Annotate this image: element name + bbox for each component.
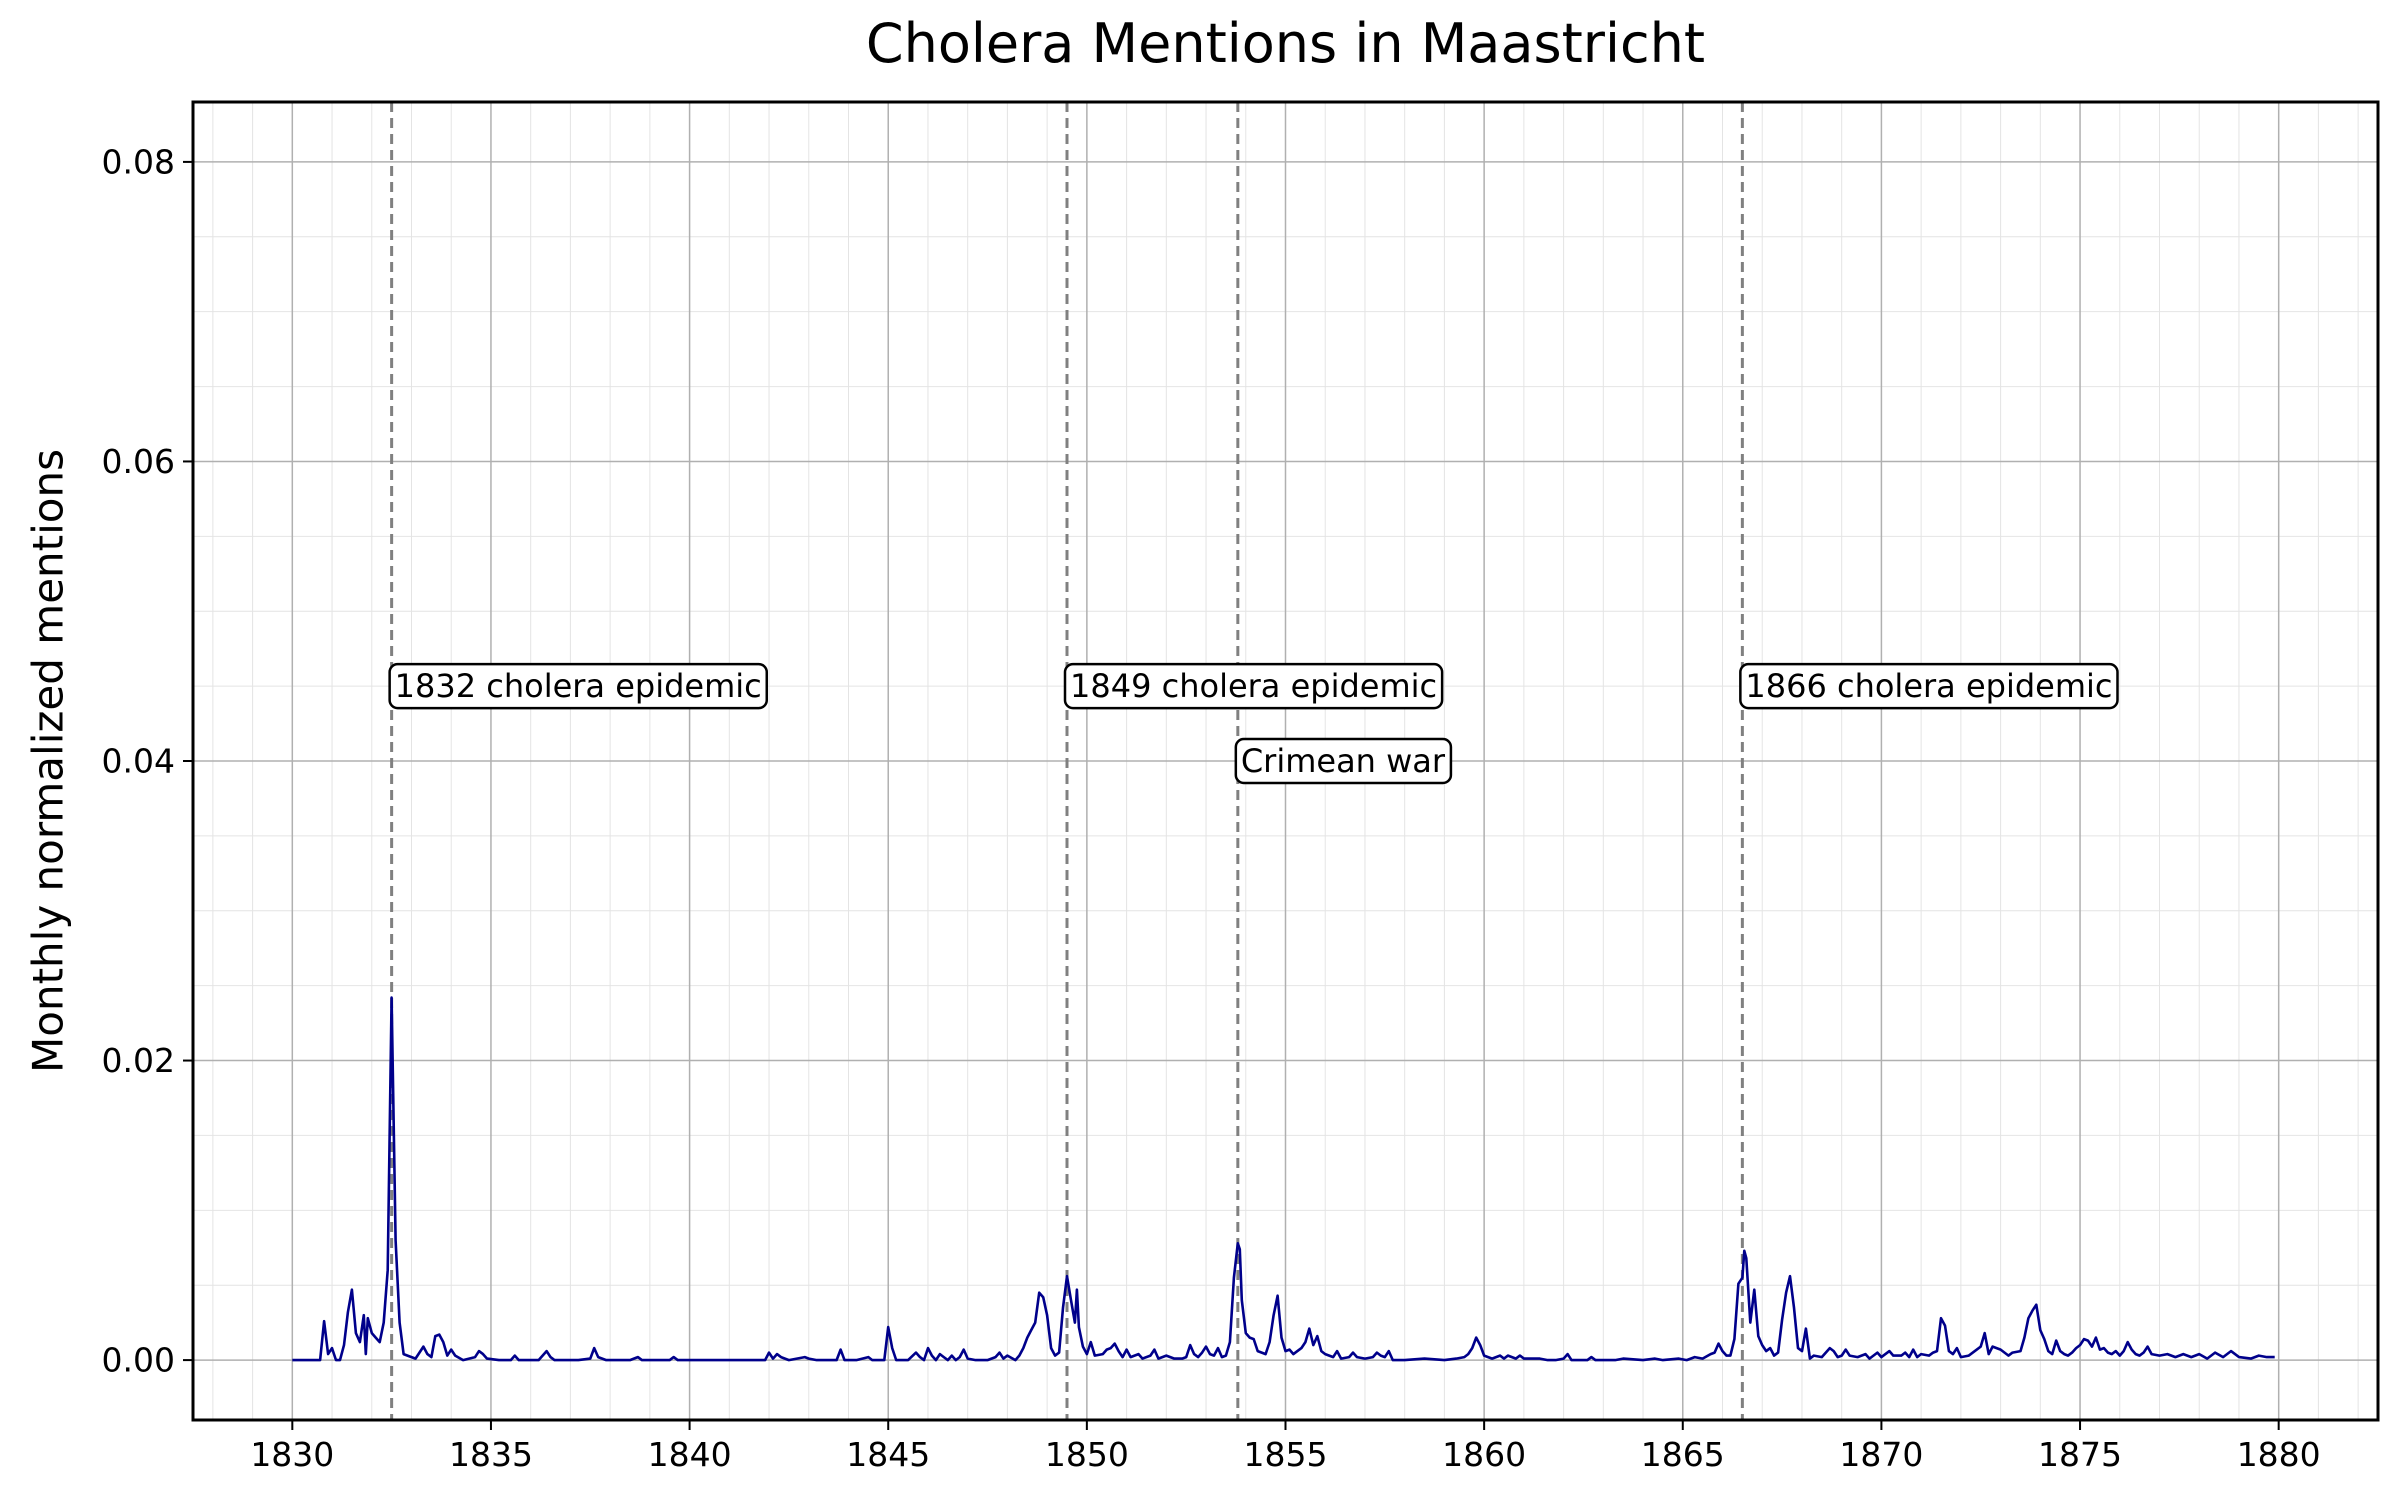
x-tick-label: 1845 (846, 1435, 930, 1474)
x-axis: 1830 1835 1840 1845 1850 1855 1860 1865 1870 1875… (250, 1420, 2321, 1474)
x-tick-label: 1860 (1442, 1435, 1526, 1474)
y-axis-label: Monthly normalized mentions (24, 449, 73, 1073)
y-tick-label: 0.04 (102, 742, 175, 781)
series-line (292, 996, 2275, 1362)
x-tick-label: 1855 (1244, 1435, 1328, 1474)
series-layer (292, 996, 2275, 1362)
x-tick-label: 1850 (1045, 1435, 1129, 1474)
annotation-box (1063, 662, 1444, 710)
y-tick-label: 0.08 (102, 142, 175, 181)
x-tick-label: 1880 (2237, 1435, 2321, 1474)
y-tick-label: 0.06 (102, 442, 175, 481)
y-axis: 0.00 0.02 0.04 0.06 0.08 (102, 142, 193, 1380)
event-annotation: Crimean war (1234, 737, 1453, 785)
annotation-box (388, 662, 769, 710)
x-tick-label: 1875 (2038, 1435, 2122, 1474)
x-tick-label: 1865 (1641, 1435, 1725, 1474)
x-tick-label: 1835 (449, 1435, 533, 1474)
y-tick-label: 0.02 (102, 1041, 175, 1080)
annotation-box (1234, 737, 1453, 785)
event-annotation: 1832 cholera epidemic (388, 662, 769, 710)
x-tick-label: 1830 (250, 1435, 334, 1474)
annotation-label: Crimean war (1241, 742, 1446, 780)
x-tick-label: 1840 (648, 1435, 732, 1474)
annotation-label: 1866 cholera epidemic (1745, 667, 2112, 705)
annotation-box (1739, 662, 2119, 710)
y-tick-label: 0.00 (102, 1341, 175, 1380)
annotation-label: 1849 cholera epidemic (1070, 667, 1437, 705)
annotation-label: 1832 cholera epidemic (395, 667, 762, 705)
chart-title: Cholera Mentions in Maastricht (865, 12, 1706, 75)
event-annotation: 1849 cholera epidemic (1063, 662, 1444, 710)
event-annotation: 1866 cholera epidemic (1739, 662, 2119, 710)
event-annotations: 1832 cholera epidemic 1849 cholera epidem… (388, 662, 2119, 785)
x-tick-label: 1870 (1839, 1435, 1923, 1474)
